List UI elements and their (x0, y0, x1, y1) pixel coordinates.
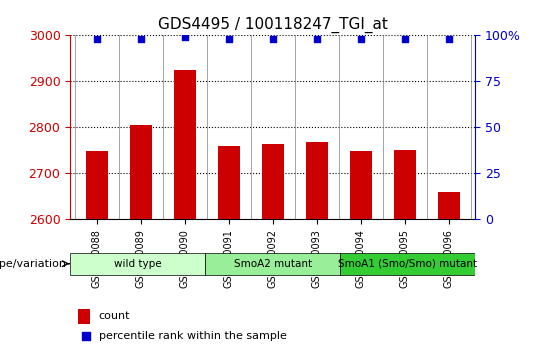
Title: GDS4495 / 100118247_TGI_at: GDS4495 / 100118247_TGI_at (158, 16, 388, 33)
Bar (130, 125, 152, 219)
Bar (438, 192, 460, 219)
Bar (174, 70, 195, 219)
Bar (306, 142, 328, 219)
Bar (262, 144, 284, 219)
Point (416, 226, 424, 232)
Point (356, 36, 365, 42)
Text: wild type: wild type (114, 259, 161, 269)
Point (92, 36, 101, 42)
Bar (350, 152, 372, 219)
Point (268, 36, 277, 42)
Point (401, 36, 409, 42)
Bar (78, 309, 91, 324)
Point (224, 36, 233, 42)
Text: SmoA1 (Smo/Smo) mutant: SmoA1 (Smo/Smo) mutant (338, 259, 477, 269)
Bar (394, 150, 416, 219)
FancyBboxPatch shape (205, 253, 340, 275)
FancyBboxPatch shape (70, 253, 205, 275)
Text: count: count (99, 311, 130, 321)
FancyBboxPatch shape (340, 253, 475, 275)
Point (180, 34, 189, 40)
Bar (218, 146, 240, 219)
Text: SmoA2 mutant: SmoA2 mutant (234, 259, 312, 269)
Point (313, 36, 321, 42)
Point (136, 36, 145, 42)
Point (444, 36, 453, 42)
Bar (86, 152, 107, 219)
Text: percentile rank within the sample: percentile rank within the sample (99, 331, 286, 341)
Text: genotype/variation: genotype/variation (0, 259, 66, 269)
